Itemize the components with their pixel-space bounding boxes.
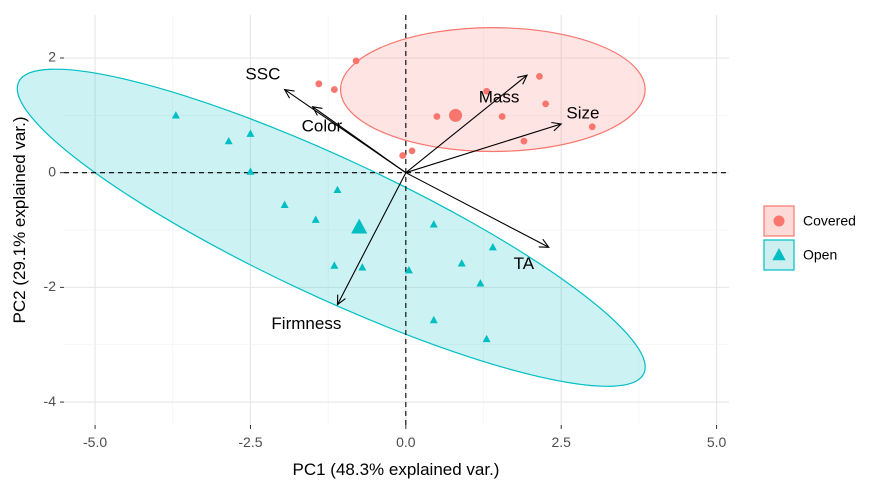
centroid-open [351,218,368,234]
legend-label-open: Open [803,247,837,263]
point-covered [408,147,416,155]
point-covered [520,137,528,145]
point-covered [498,113,506,120]
point-open [404,265,413,274]
points [171,57,596,343]
x-tick-label: 5.0 [707,434,727,450]
point-open [280,200,289,208]
point-open [457,259,466,267]
x-tick-label: 2.5 [551,434,571,450]
arrow-mass [405,74,528,174]
arrow-color [312,106,407,174]
point-open [333,185,342,194]
x-tick-label: -2.5 [238,434,262,450]
loading-label-size: Size [566,104,599,123]
arrow-ta [405,172,550,248]
point-open [358,263,367,271]
loading-label-ta: TA [514,254,535,273]
x-axis-label: PC1 (48.3% explained var.) [293,460,500,479]
point-open [171,111,180,119]
x-tick-label: -5.0 [83,434,107,450]
point-open [330,261,339,269]
arrowhead-firmness [336,294,346,306]
loading-arrows: SSC Color Mass Size TA Firmness [245,65,599,333]
grid [64,15,729,425]
point-open [246,129,255,137]
loading-label-mass: Mass [479,88,520,107]
arrowhead-mass [517,74,528,85]
point-covered [433,113,441,120]
reference-lines [64,15,729,425]
y-axis-ticks: -4 -2 0 2 [44,49,64,409]
arrowhead-color [311,106,323,116]
point-open [476,279,485,287]
loading-label-firmness: Firmness [271,314,341,333]
point-covered [315,80,323,88]
ellipse-covered [339,27,646,153]
point-open [482,334,491,343]
arrowhead-size [551,121,563,132]
legend-label-covered: Covered [803,213,856,229]
arrowhead-ta [538,238,550,248]
ellipse-open [16,68,646,387]
point-covered [352,57,360,65]
centroid-covered [449,108,463,122]
point-covered [588,123,596,131]
point-open [429,220,438,228]
arrowhead-ssc [283,88,295,99]
confidence-ellipses [16,27,646,387]
y-tick-label: 2 [48,49,56,65]
loading-label-ssc: SSC [245,65,280,84]
point-covered [542,100,550,108]
legend-marker-covered [773,215,785,227]
y-tick-label: -4 [44,393,57,409]
plot-panel [64,15,729,425]
legend: Covered Open [763,205,856,271]
point-open [488,243,497,251]
point-covered [330,86,338,93]
point-open [246,167,255,175]
point-open [429,315,438,324]
point-covered [399,152,407,159]
arrow-size [405,123,562,174]
point-covered [536,72,543,80]
arrow-firmness [336,172,407,305]
x-axis-ticks: -5.0 -2.5 0.0 2.5 5.0 [83,425,727,450]
y-tick-label: 0 [48,163,56,179]
point-open [311,215,320,223]
point-open [224,136,233,145]
legend-marker-open [772,248,786,261]
y-axis-label: PC2 (29.1% explained var.) [10,117,29,324]
x-tick-label: 0.0 [396,434,416,450]
loading-label-color: Color [302,116,343,135]
y-tick-label: -2 [44,278,57,294]
point-covered [483,87,491,95]
